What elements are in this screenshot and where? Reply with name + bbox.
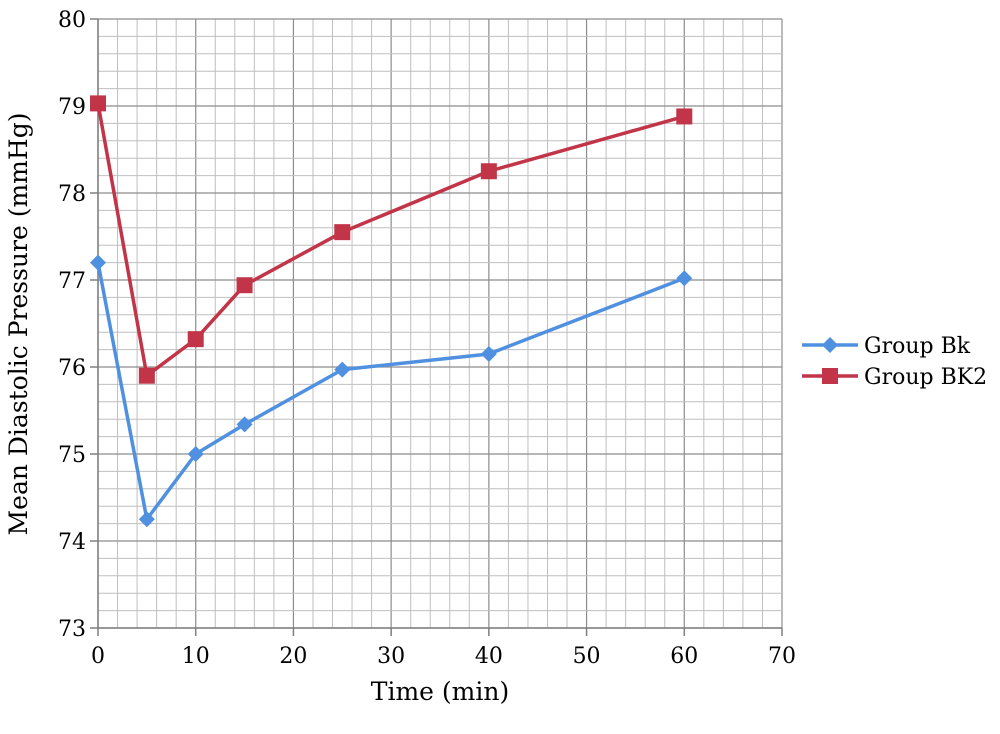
x-tick-label: 40: [475, 644, 503, 669]
x-axis-title: Time (min): [371, 677, 509, 706]
x-axis-ticks: 0 10 20 30 40 50 60 70: [91, 628, 796, 669]
data-point-group-bk2: [676, 108, 693, 125]
data-point-group-bk: [138, 511, 155, 528]
legend-item-group-bk2: Group BK2: [802, 365, 987, 390]
y-tick-label: 76: [58, 356, 86, 381]
y-tick-label: 78: [58, 182, 86, 207]
grid: [97, 18, 783, 629]
series-group-bk2: [90, 95, 693, 384]
y-tick-label: 75: [58, 443, 86, 468]
y-axis-title: Mean Diastolic Pressure (mmHg): [4, 113, 33, 536]
x-tick-label: 20: [279, 644, 307, 669]
data-point-group-bk2: [334, 224, 351, 241]
data-point-group-bk: [676, 270, 693, 287]
data-point-group-bk: [236, 416, 253, 433]
axes: [97, 19, 782, 629]
data-point-group-bk2: [138, 367, 155, 384]
legend-label: Group Bk: [864, 334, 971, 359]
data-point-group-bk: [187, 446, 204, 462]
y-axis-ticks: 73 74 75 76 77 78 79 80: [58, 8, 98, 642]
y-tick-label: 77: [58, 269, 86, 294]
y-tick-label: 73: [58, 617, 86, 642]
data-point-group-bk2: [480, 163, 497, 180]
x-tick-label: 50: [573, 644, 601, 669]
data-point-group-bk: [90, 254, 106, 271]
series-layer: [90, 95, 693, 528]
x-tick-label: 10: [182, 644, 210, 669]
x-tick-label: 70: [768, 644, 796, 669]
data-point-group-bk2: [236, 277, 253, 294]
series-group-bk: [90, 254, 693, 528]
x-tick-label: 0: [91, 644, 105, 669]
y-tick-label: 74: [58, 530, 86, 555]
data-point-group-bk2: [90, 95, 106, 112]
x-tick-label: 60: [670, 644, 698, 669]
y-tick-label: 79: [58, 95, 86, 120]
data-point-group-bk: [334, 361, 351, 378]
data-point-group-bk2: [187, 331, 204, 348]
y-tick-label: 80: [58, 8, 86, 33]
legend-swatch-marker: [822, 368, 838, 384]
legend-label: Group BK2: [864, 365, 987, 390]
legend-swatch-marker: [822, 337, 838, 353]
x-tick-label: 30: [377, 644, 405, 669]
legend-item-group-bk: Group Bk: [802, 334, 971, 359]
data-point-group-bk: [480, 345, 497, 362]
legend: Group Bk Group BK2: [802, 334, 987, 390]
